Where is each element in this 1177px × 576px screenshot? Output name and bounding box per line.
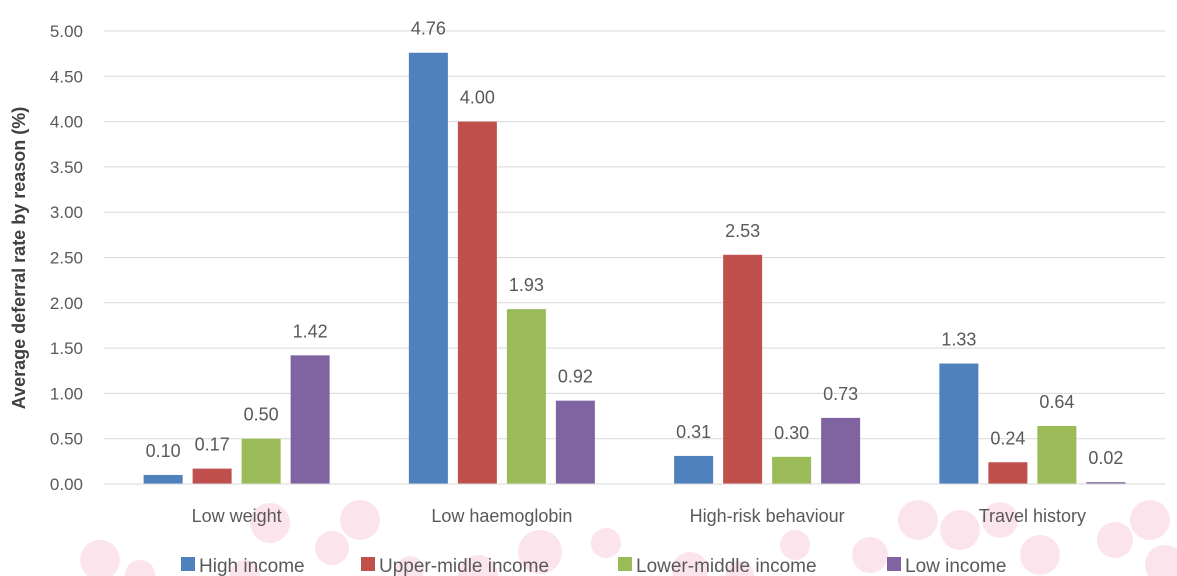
legend-swatch xyxy=(181,557,195,571)
y-tick-label: 4.00 xyxy=(50,113,83,132)
bar xyxy=(821,417,861,484)
data-label: 0.64 xyxy=(1039,392,1074,412)
background-dot xyxy=(726,561,754,576)
data-label: 0.02 xyxy=(1088,448,1123,468)
background-dot xyxy=(1020,535,1060,575)
background-dot xyxy=(898,500,938,540)
x-axis-categories: Low weight Low haemoglobin High-risk behav… xyxy=(192,506,1086,526)
y-tick-label: 4.50 xyxy=(50,67,83,86)
bar xyxy=(408,52,448,485)
bar xyxy=(988,462,1028,484)
background-dot xyxy=(852,537,888,573)
background-dot xyxy=(1130,500,1170,540)
legend-label: Upper-midle income xyxy=(379,556,549,576)
data-label: 1.42 xyxy=(293,321,328,341)
data-label: 0.50 xyxy=(244,405,279,425)
legend-swatch xyxy=(887,557,901,571)
background-dot xyxy=(591,528,621,558)
y-tick-label: 1.50 xyxy=(50,339,83,358)
x-category-label: Low haemoglobin xyxy=(431,506,572,526)
data-label: 4.00 xyxy=(460,88,495,108)
legend-swatch xyxy=(618,557,632,571)
y-tick-label: 0.50 xyxy=(50,430,83,449)
x-category-label: Low weight xyxy=(192,506,282,526)
data-label: 0.73 xyxy=(823,384,858,404)
background-dot xyxy=(250,503,290,543)
y-tick-label: 3.00 xyxy=(50,203,83,222)
bars xyxy=(104,52,1165,485)
bar xyxy=(241,438,281,484)
data-labels: 0.10 0.17 0.50 1.42 4.76 4.00 1.93 0.92 0.31 2.53… xyxy=(146,19,1124,468)
legend-label: Low income xyxy=(905,556,1006,576)
background-dot xyxy=(672,552,708,576)
bar xyxy=(939,363,979,484)
background-dot xyxy=(125,560,155,576)
bar xyxy=(674,455,714,484)
background-dot xyxy=(80,540,120,576)
data-label: 0.92 xyxy=(558,367,593,387)
data-label: 0.30 xyxy=(774,423,809,443)
background-dot xyxy=(315,531,349,565)
bar xyxy=(1086,482,1126,484)
legend: High income Upper-midle income Lower-middl… xyxy=(181,556,1006,576)
bar xyxy=(723,254,763,484)
background-dot xyxy=(982,502,1018,538)
y-tick-label: 3.50 xyxy=(50,158,83,177)
background-decoration xyxy=(80,500,1177,576)
y-tick-label: 2.50 xyxy=(50,249,83,268)
background-dot xyxy=(1145,545,1177,576)
bar xyxy=(290,355,330,484)
background-dot xyxy=(1097,522,1133,558)
legend-label: High income xyxy=(199,556,305,576)
y-axis-title: Average deferral rate by reason (%) xyxy=(9,107,29,409)
x-category-label: Travel history xyxy=(979,506,1086,526)
bar xyxy=(192,468,232,484)
background-dot xyxy=(458,555,498,576)
legend-swatch xyxy=(361,557,375,571)
data-label: 0.10 xyxy=(146,441,181,461)
data-label: 4.76 xyxy=(411,19,446,39)
y-tick-label: 5.00 xyxy=(50,22,83,41)
bar xyxy=(143,474,183,484)
y-axis-ticks: 0.00 0.50 1.00 1.50 2.00 2.50 3.00 3.50 4.00 4.50… xyxy=(50,22,83,494)
y-tick-label: 2.00 xyxy=(50,294,83,313)
data-label: 0.31 xyxy=(676,422,711,442)
data-label: 1.93 xyxy=(509,275,544,295)
data-label: 0.17 xyxy=(195,435,230,455)
bar xyxy=(772,456,812,484)
background-dot xyxy=(518,530,562,574)
bar xyxy=(506,309,546,484)
legend-label: Lower-middle income xyxy=(636,556,817,576)
bar xyxy=(457,121,497,484)
bar xyxy=(1037,426,1077,484)
background-dot xyxy=(780,530,810,560)
y-tick-label: 1.00 xyxy=(50,384,83,403)
background-dot xyxy=(396,556,424,576)
background-dot xyxy=(230,560,260,576)
data-label: 1.33 xyxy=(941,330,976,350)
bar xyxy=(555,400,595,484)
y-tick-label: 0.00 xyxy=(50,475,83,494)
gridlines xyxy=(104,30,1165,485)
x-category-label: High-risk behaviour xyxy=(690,506,845,526)
data-label: 2.53 xyxy=(725,221,760,241)
background-dot xyxy=(940,510,980,550)
data-label: 0.24 xyxy=(990,428,1025,448)
background-dot xyxy=(340,500,380,540)
